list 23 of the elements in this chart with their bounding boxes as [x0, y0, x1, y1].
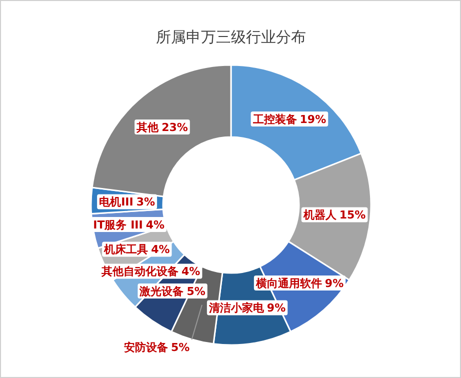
slice-label: 其他	[136, 120, 160, 134]
slice-label: 横向通用软件	[254, 276, 322, 290]
slice-label: 安防设备	[124, 340, 168, 354]
data-label: 5%	[171, 340, 190, 354]
data-label: 15%	[339, 208, 366, 222]
data-label: 4%	[151, 243, 170, 256]
slice-label: 激光设备	[138, 284, 184, 298]
data-label: 9%	[324, 276, 344, 290]
slice-label: 工控装备	[252, 112, 297, 126]
data-label: 3%	[136, 196, 156, 209]
slice-label: 其他自动化设备	[100, 265, 179, 278]
data-label: 23%	[162, 120, 188, 134]
data-label: 4%	[146, 218, 165, 232]
slice-label: 清洁小家电	[208, 302, 265, 315]
data-label: 5%	[186, 284, 206, 298]
data-label: 19%	[300, 112, 326, 126]
chart-title: 所属申万三级行业分布	[156, 28, 306, 46]
slice-label: 机器人	[302, 208, 338, 222]
slice-label: IT服务 III	[93, 218, 143, 232]
data-label: 4%	[182, 265, 200, 278]
slice-label: 机床工具	[103, 243, 148, 256]
slice-label: 电机III	[99, 196, 134, 209]
data-label: 9%	[266, 302, 286, 315]
